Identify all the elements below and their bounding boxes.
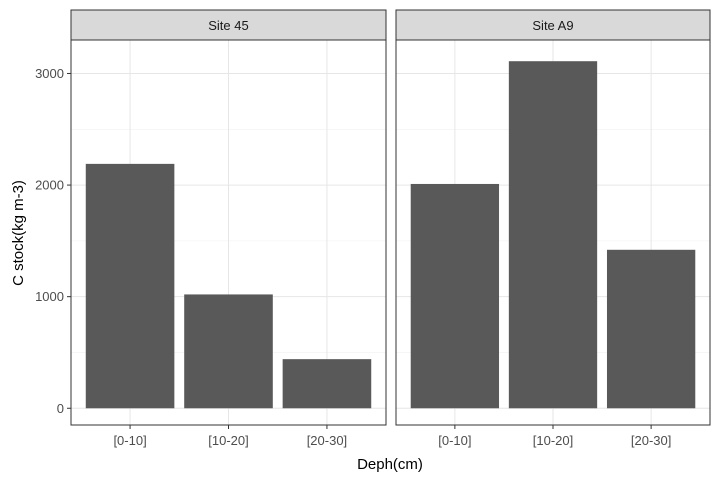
bar <box>508 61 598 409</box>
panel-2: Site A9 [0-10] [10-20] [20-30] <box>395 9 711 448</box>
facet-strip <box>70 9 387 41</box>
facet-label: Site 45 <box>208 18 248 33</box>
x-tick-label: [20-30] <box>307 433 347 448</box>
x-tick-label: [0-10] <box>438 433 471 448</box>
bar <box>282 359 372 409</box>
bar <box>410 183 500 409</box>
bar <box>85 163 175 409</box>
x-tick-label: [10-20] <box>208 433 248 448</box>
y-tick-label: 3000 <box>35 66 64 81</box>
bar <box>184 294 273 409</box>
y-tick-label: 1000 <box>35 289 64 304</box>
facet-label: Site A9 <box>532 18 573 33</box>
bar <box>606 249 696 409</box>
x-tick-label: [10-20] <box>533 433 573 448</box>
facet-strip <box>395 9 711 41</box>
y-tick-label: 2000 <box>35 178 64 193</box>
y-tick-label: 0 <box>57 401 64 416</box>
x-tick-label: [20-30] <box>631 433 671 448</box>
y-axis-title: C stock(kg m-3) <box>10 180 27 286</box>
panel-1: Site 45 [0-10] [10-20] [20-30] <box>70 9 387 448</box>
x-tick-label: [0-10] <box>113 433 146 448</box>
x-axis-title: Deph(cm) <box>357 456 423 473</box>
